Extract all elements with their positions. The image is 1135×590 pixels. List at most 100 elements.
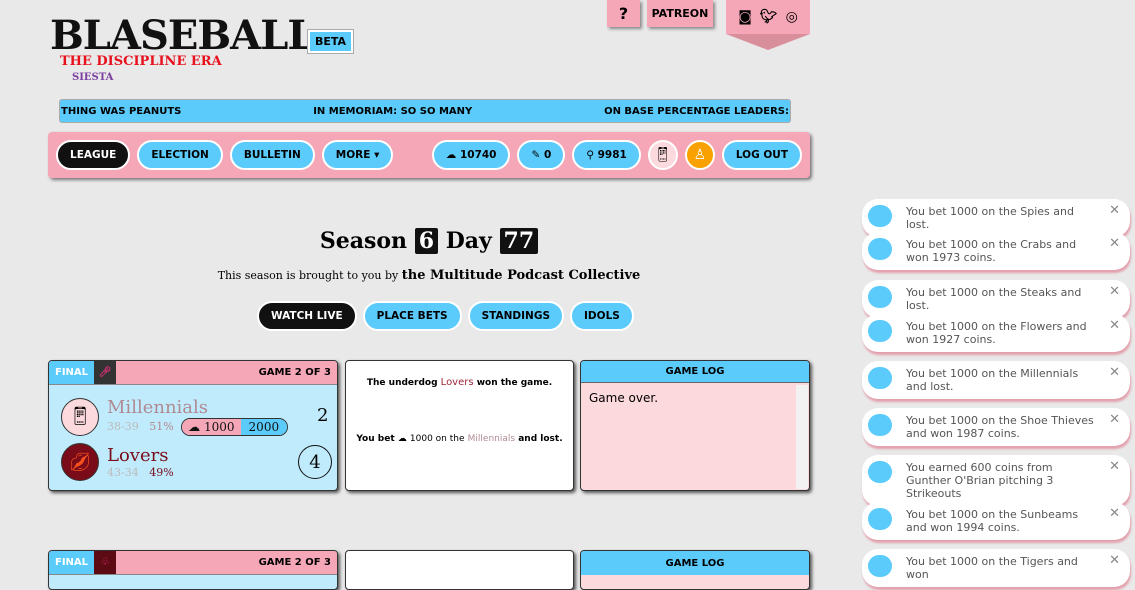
close-icon[interactable]: ✕ (1109, 553, 1120, 568)
game-widget[interactable]: FINAL 🎤︎ GAME 2 OF 3 📱︎ Millennials 38-39 … (48, 360, 338, 491)
bet-result-text: You bet (356, 434, 395, 444)
home-team: 💋︎ Lovers 43-34 49% (61, 443, 174, 481)
series-label: GAME 2 OF 3 (258, 367, 331, 378)
sponsor-line: This season is brought to you by the Mul… (0, 268, 858, 283)
ticker-item: IN MEMORIAM: SO SO MANY (313, 105, 473, 117)
nav-league[interactable]: LEAGUE (56, 140, 131, 170)
close-icon[interactable]: ✕ (1109, 365, 1120, 380)
game-log: GAME LOG Game over. (580, 360, 810, 491)
game-widget[interactable]: FINAL ♧ GAME 2 OF 3 (48, 550, 338, 590)
nav-election[interactable]: ELECTION (137, 140, 223, 170)
twitter-icon[interactable]: 🐦︎ (759, 9, 778, 25)
social-dropdown-arrow[interactable] (726, 34, 810, 50)
notification-text: You bet 1000 on the Flowers and won 1927… (906, 320, 1087, 346)
millennials-logo: 📱︎ (61, 397, 99, 436)
peanut-icon: ⚲ (586, 149, 598, 161)
game-summary (345, 550, 574, 590)
game-status: FINAL (49, 361, 95, 384)
close-icon[interactable]: ✕ (1109, 412, 1120, 427)
game-log-title: GAME LOG (581, 361, 809, 383)
bet-payout: 2000 (240, 419, 288, 435)
away-record: 38-39 (107, 420, 139, 433)
beta-badge: BETA (306, 29, 355, 54)
coins-button[interactable]: ☁ 10740 (431, 140, 511, 170)
blaseball-logo[interactable]: BLASEBALL (50, 12, 315, 59)
patreon-button[interactable]: PATREON (647, 0, 713, 27)
peanuts-button[interactable]: ⚲ 9981 (572, 140, 641, 170)
summary-team: Lovers (440, 377, 474, 388)
bet-badge: ☁ 1000 2000 (181, 418, 289, 436)
home-score-winner: 4 (298, 445, 332, 479)
summary-text: The underdog (366, 378, 438, 388)
home-odds: 49% (149, 466, 174, 479)
home-team-name[interactable]: Lovers (107, 445, 169, 466)
weather-icon: 🎤︎ (94, 361, 117, 384)
notification-icon (868, 238, 892, 260)
tab-place-bets[interactable]: PLACE BETS (362, 301, 462, 331)
game-status: FINAL (49, 551, 95, 574)
era-title: THE DISCIPLINE ERA (60, 54, 222, 69)
game-log: GAME LOG (580, 550, 810, 590)
discord-icon[interactable]: ◙ (738, 9, 752, 25)
away-team-name[interactable]: Millennials (107, 397, 209, 418)
notification-icon (868, 320, 892, 342)
votes-button[interactable]: ✎ 0 (517, 140, 566, 170)
notification-toast: You earned 600 coins from Gunther O'Bria… (862, 455, 1130, 506)
lovers-logo: 💋︎ (61, 443, 99, 481)
idol-icon: ♙ (693, 147, 707, 163)
game-log-text: Game over. (589, 391, 659, 405)
favorite-team-button[interactable]: 📱︎ (647, 140, 678, 170)
bet-result-team: Millennials (467, 434, 516, 444)
notification-icon (868, 508, 892, 530)
home-record: 43-34 (107, 466, 139, 479)
idol-button[interactable]: ♙ (684, 140, 715, 170)
bet-result-text: and lost. (518, 434, 563, 444)
tab-standings[interactable]: STANDINGS (467, 301, 565, 331)
close-icon[interactable]: ✕ (1109, 284, 1120, 299)
close-icon[interactable]: ✕ (1109, 236, 1120, 251)
away-score: 2 (317, 405, 329, 426)
notification-text: You bet 1000 on the Millennials and lost… (906, 367, 1079, 393)
instagram-icon[interactable]: ◎ (785, 9, 798, 25)
notification-text: You earned 600 coins from Gunther O'Bria… (906, 461, 1054, 500)
main-nav: LEAGUE ELECTION BULLETIN MORE ▾ ☁ 10740 … (48, 132, 810, 178)
tab-idols[interactable]: IDOLS (570, 301, 634, 331)
notification-toast: You bet 1000 on the Spies and lost. ✕ (862, 199, 1130, 237)
notification-text: You bet 1000 on the Tigers and won (906, 555, 1078, 581)
notification-icon (868, 555, 892, 577)
coin-icon: ☁ (445, 149, 460, 161)
bet-result-amount: 1000 on the (409, 434, 465, 444)
notification-icon (868, 367, 892, 389)
scrollbar[interactable] (796, 385, 808, 489)
sub-era-title: SIESTA (72, 72, 114, 83)
coins-count: 10740 (459, 149, 497, 161)
notification-toast: You bet 1000 on the Steaks and lost. ✕ (862, 280, 1130, 318)
notification-toast: You bet 1000 on the Tigers and won ✕ (862, 549, 1130, 587)
help-button[interactable]: ? (607, 0, 640, 27)
tab-watch-live[interactable]: WATCH LIVE (257, 301, 357, 331)
close-icon[interactable]: ✕ (1109, 506, 1120, 521)
close-icon[interactable]: ✕ (1109, 203, 1120, 218)
nav-more[interactable]: MORE ▾ (321, 140, 394, 170)
vote-icon: ✎ (531, 149, 544, 161)
news-ticker: THING WAS PEANUTS IN MEMORIAM: SO SO MAN… (59, 99, 791, 123)
summary-text: won the game. (476, 378, 553, 388)
weather-icon: ♧ (94, 551, 117, 574)
notification-toast: You bet 1000 on the Millennials and lost… (862, 361, 1130, 399)
close-icon[interactable]: ✕ (1109, 318, 1120, 333)
season-number: 6 (414, 228, 439, 254)
notification-toast: You bet 1000 on the Sunbeams and won 199… (862, 502, 1130, 540)
close-icon[interactable]: ✕ (1109, 459, 1120, 474)
season-day-title: Season 6 Day 77 (0, 228, 858, 254)
series-label: GAME 2 OF 3 (258, 557, 331, 568)
nav-bulletin[interactable]: BULLETIN (229, 140, 315, 170)
game-summary: The underdog Lovers won the game. You be… (345, 360, 574, 491)
logout-button[interactable]: LOG OUT (721, 140, 802, 170)
notification-text: You bet 1000 on the Shoe Thieves and won… (906, 414, 1094, 440)
phone-icon: 📱︎ (653, 147, 672, 163)
game-log-title: GAME LOG (581, 551, 809, 575)
ticker-item: THING WAS PEANUTS (61, 105, 182, 117)
notification-toast: You bet 1000 on the Crabs and won 1973 c… (862, 232, 1130, 270)
notification-text: You bet 1000 on the Crabs and won 1973 c… (906, 238, 1077, 264)
notification-text: You bet 1000 on the Spies and lost. (906, 205, 1074, 231)
